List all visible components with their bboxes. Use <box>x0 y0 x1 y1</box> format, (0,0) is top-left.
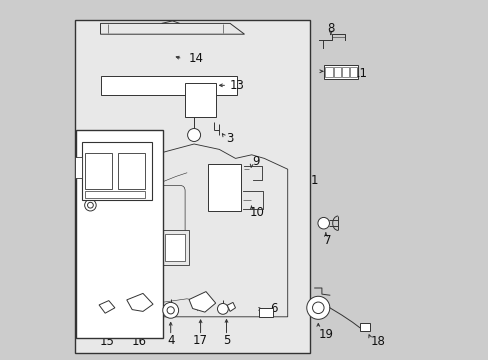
Bar <box>136 281 145 290</box>
Text: 17: 17 <box>193 334 208 347</box>
Bar <box>325 67 332 77</box>
Text: 14: 14 <box>188 52 203 65</box>
Polygon shape <box>126 293 153 311</box>
Bar <box>85 191 144 198</box>
Text: 10: 10 <box>249 206 264 219</box>
Bar <box>333 67 340 77</box>
Text: 19: 19 <box>319 328 333 341</box>
Text: 5: 5 <box>223 334 230 347</box>
Polygon shape <box>99 301 115 313</box>
Bar <box>162 230 188 265</box>
Circle shape <box>317 217 329 229</box>
Bar <box>76 130 163 338</box>
Text: 8: 8 <box>326 22 334 35</box>
Text: 9: 9 <box>252 155 260 168</box>
Bar <box>208 164 241 211</box>
Bar <box>101 76 237 95</box>
Text: 13: 13 <box>229 79 244 92</box>
Text: 7: 7 <box>323 234 330 247</box>
Polygon shape <box>94 144 287 317</box>
Text: 16: 16 <box>132 335 146 348</box>
Text: 3: 3 <box>226 132 233 145</box>
Bar <box>258 308 273 317</box>
Bar <box>323 65 357 79</box>
Circle shape <box>306 296 329 319</box>
Polygon shape <box>101 23 244 34</box>
Text: 18: 18 <box>369 335 385 348</box>
Bar <box>85 153 112 189</box>
Text: 11: 11 <box>351 67 366 80</box>
Bar <box>118 153 144 189</box>
Circle shape <box>187 129 200 141</box>
Bar <box>342 67 348 77</box>
Text: 12: 12 <box>110 130 125 143</box>
FancyBboxPatch shape <box>122 185 185 265</box>
Text: 1: 1 <box>310 174 318 186</box>
Bar <box>185 83 215 117</box>
Circle shape <box>312 302 324 314</box>
Text: 4: 4 <box>166 334 174 347</box>
Text: 6: 6 <box>270 302 277 315</box>
Polygon shape <box>227 302 235 311</box>
Bar <box>164 234 185 261</box>
Bar <box>75 157 81 178</box>
Polygon shape <box>189 292 215 312</box>
Circle shape <box>84 199 96 211</box>
Text: 2: 2 <box>90 213 98 226</box>
Circle shape <box>167 307 174 314</box>
Bar <box>81 142 152 200</box>
Text: 15: 15 <box>100 335 114 348</box>
Circle shape <box>87 202 93 208</box>
Bar <box>75 20 310 353</box>
Circle shape <box>163 302 178 318</box>
Bar <box>349 67 356 77</box>
Bar <box>359 323 370 331</box>
Circle shape <box>217 303 228 314</box>
